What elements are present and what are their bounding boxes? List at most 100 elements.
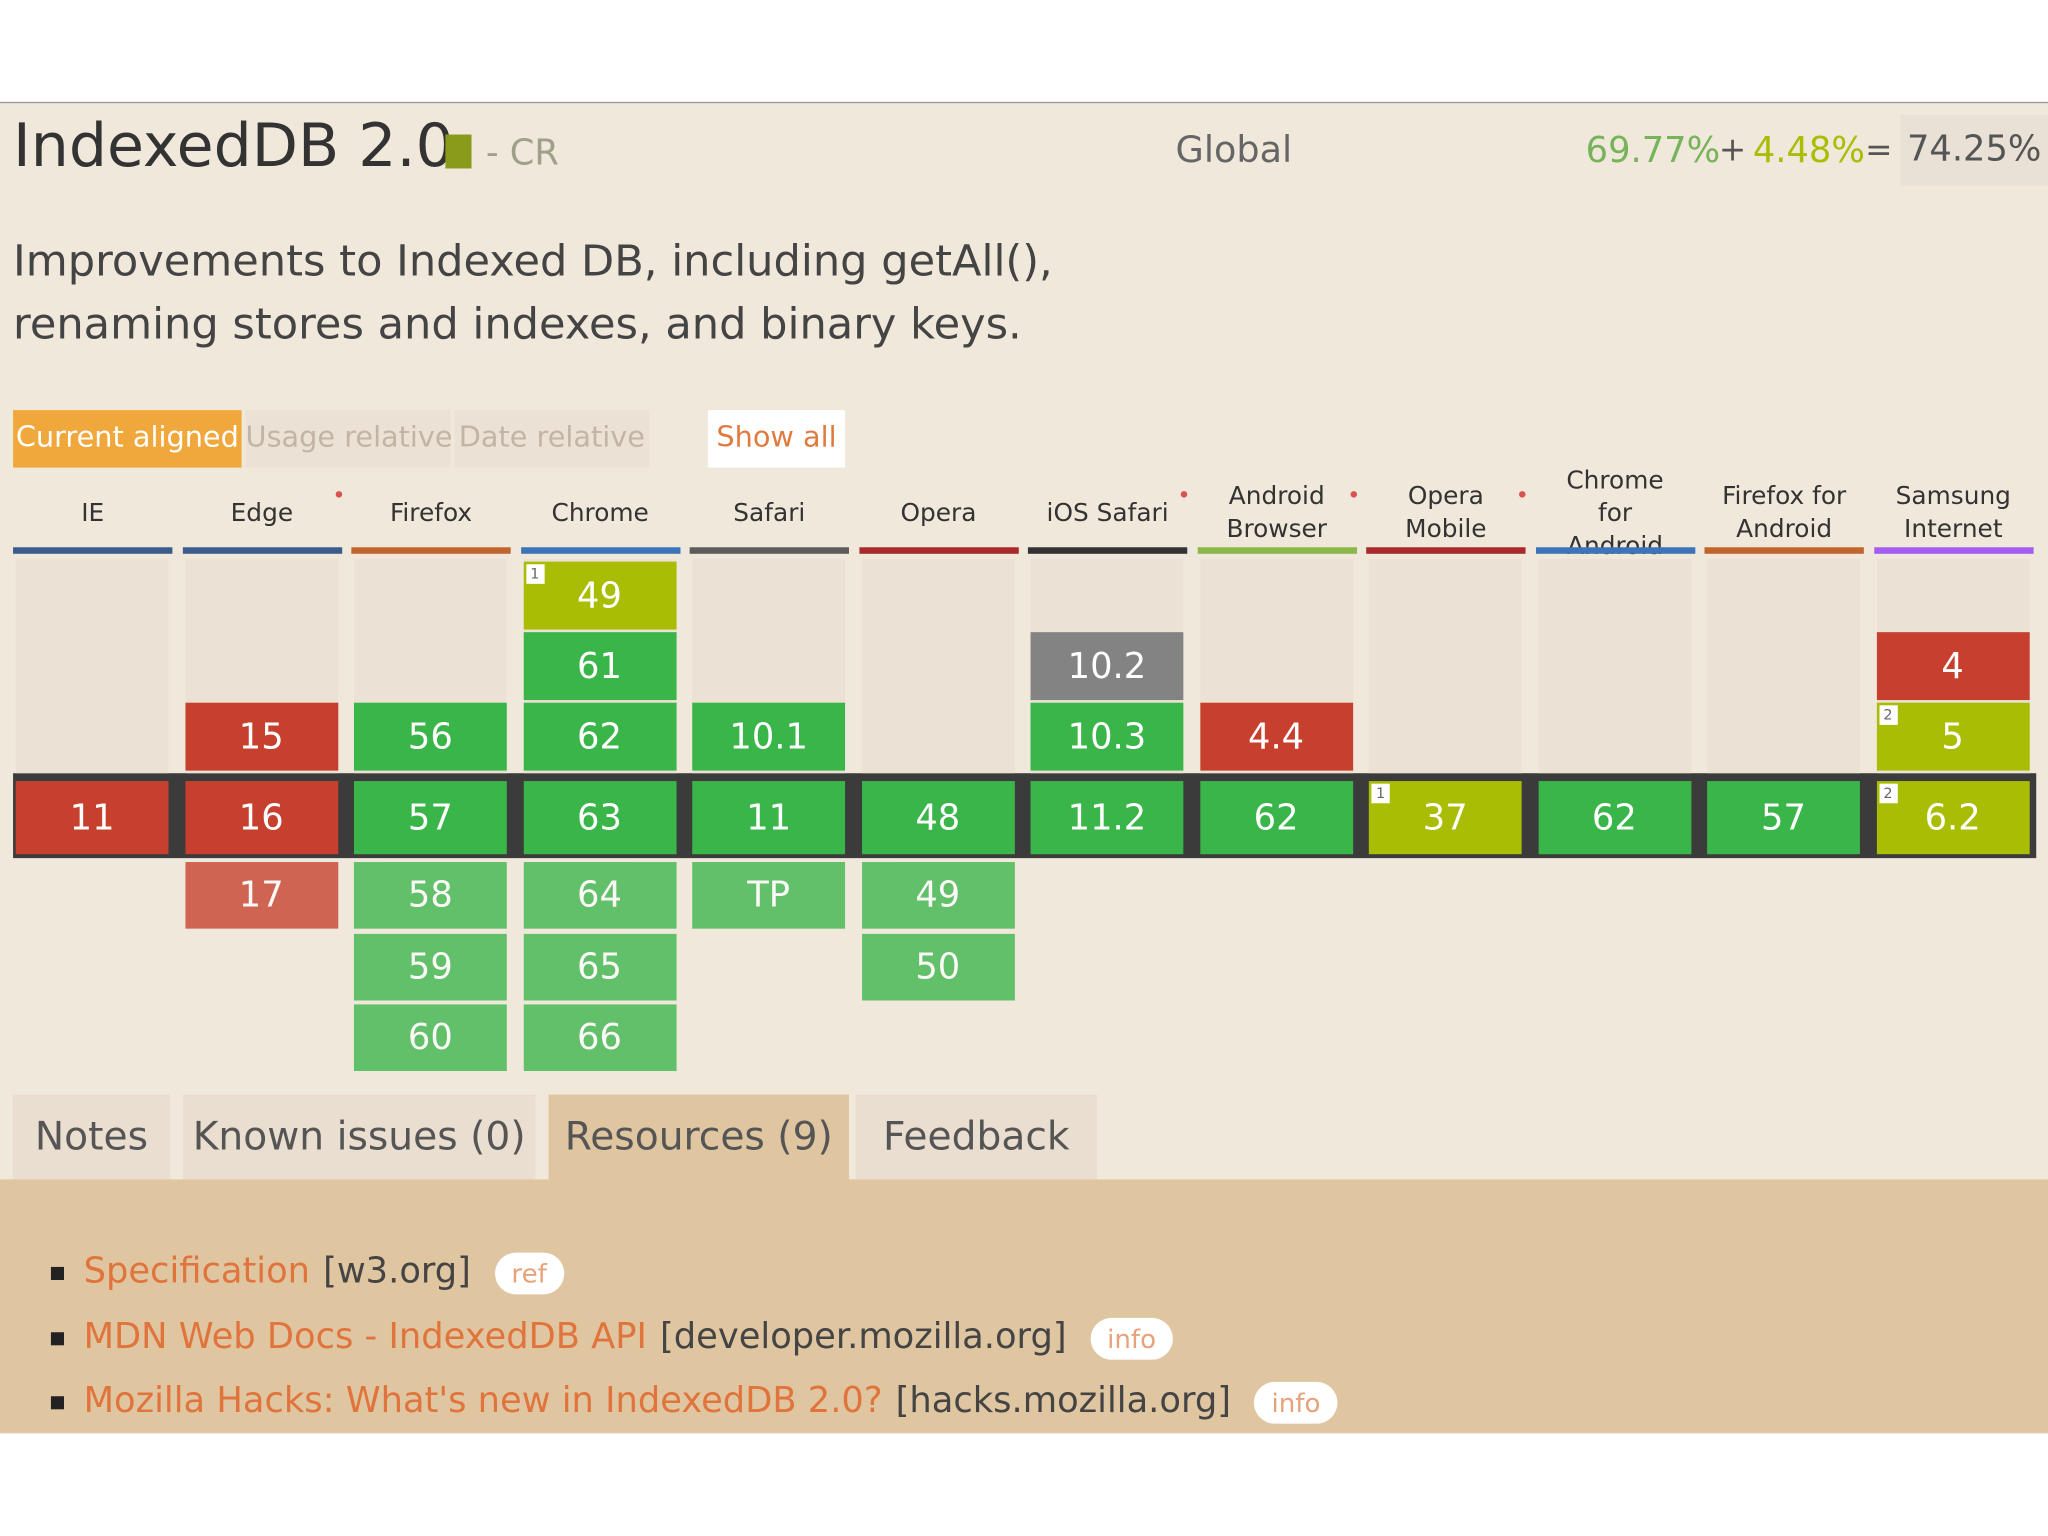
resource-badge[interactable]: ref [494, 1252, 564, 1295]
version-cell: 63 [523, 781, 676, 855]
version-cell: 65 [523, 933, 676, 1000]
browser-bar [13, 547, 173, 554]
version-cell: 17 [184, 862, 338, 929]
version-cell: 48 [861, 781, 1015, 855]
browser-name: Firefox for Android [1722, 481, 1847, 544]
browser-bar [689, 547, 849, 554]
browser-name: Edge [230, 498, 294, 528]
past-column [861, 559, 1015, 774]
section-tab[interactable]: Feedback [855, 1094, 1098, 1180]
resource-link[interactable]: Mozilla Hacks: What's new in IndexedDB 2… [83, 1380, 883, 1422]
resource-badge[interactable]: info [1254, 1381, 1338, 1424]
version-cell: 59 [353, 933, 507, 1000]
view-tab[interactable]: Usage relative [245, 410, 453, 468]
version-cell: 56 [353, 702, 507, 771]
browser-name: Opera Mobile [1405, 481, 1487, 544]
version-cell: 11.2 [1030, 781, 1184, 855]
version-cell: 61 [523, 632, 676, 701]
resource-link[interactable]: Specification [83, 1251, 311, 1292]
note-number: 1 [525, 564, 544, 584]
title: IndexedDB 2.0 [13, 109, 454, 181]
version-cell: 4 [1876, 632, 2030, 701]
past-column [15, 559, 169, 774]
version-cell: 57 [1707, 781, 1860, 855]
show-all-button[interactable]: Show all [707, 410, 846, 468]
browser-bar [351, 547, 511, 554]
browser-name: Firefox [389, 498, 473, 528]
resource-link[interactable]: MDN Web Docs - IndexedDB API [83, 1315, 647, 1357]
past-column [1537, 559, 1691, 774]
version-cell: 11 [15, 781, 169, 855]
usage-total: 74.25% [1900, 114, 2048, 186]
section-tab[interactable]: Known issues (0) [182, 1094, 536, 1180]
version-cell: 49 [861, 862, 1015, 929]
version-cell: 6.2 2 [1876, 781, 2030, 855]
resource-site: [developer.mozilla.org] [659, 1315, 1067, 1357]
browser-bar [1535, 547, 1695, 554]
view-tab[interactable]: Current aligned [13, 410, 242, 468]
browser-name: Android Browser [1226, 481, 1328, 544]
version-cell: 10.3 [1030, 702, 1184, 771]
resource-site: [hacks.mozilla.org] [895, 1380, 1231, 1422]
current-row [13, 773, 2037, 859]
note-number: 2 [1878, 705, 1898, 725]
version-cell: 60 [353, 1004, 507, 1072]
version-cell: TP [692, 862, 846, 929]
past-column [1707, 559, 1860, 774]
prefix-marker [1180, 491, 1188, 498]
resource-site: [w3.org] [323, 1251, 471, 1292]
browser-bar [182, 547, 342, 554]
version-cell: 49 1 [523, 561, 676, 630]
bullet [50, 1396, 64, 1410]
status: - CR [485, 133, 559, 174]
version-cell: 16 [184, 781, 338, 855]
browser-bar [1873, 547, 2033, 554]
prefix-marker [1519, 491, 1526, 498]
note-number: 1 [1371, 783, 1390, 804]
prefix-marker [1349, 491, 1357, 498]
version-cell: 11 [692, 781, 846, 855]
browser-bar [1197, 547, 1357, 554]
browser-name: Opera [900, 498, 977, 528]
resource-badge[interactable]: info [1090, 1317, 1174, 1360]
browser-bar [1704, 547, 1864, 554]
version-cell: 57 [353, 781, 507, 855]
browser-bar [858, 547, 1019, 554]
version-cell: 10.1 [692, 702, 846, 771]
version-cell: 66 [523, 1004, 676, 1072]
equals: = [1865, 130, 1893, 169]
version-cell: 37 1 [1368, 781, 1522, 855]
view-tab[interactable]: Date relative [454, 410, 650, 468]
description: Improvements to Indexed DB, including ge… [13, 235, 1053, 349]
bullet [50, 1266, 64, 1280]
browser-name: Chrome for Android [1566, 465, 1664, 560]
browser-name: Chrome [551, 498, 649, 528]
section-tab[interactable]: Notes [13, 1094, 170, 1180]
version-cell: 58 [353, 862, 507, 929]
browser-name: IE [81, 498, 105, 528]
plus: + [1718, 130, 1747, 169]
section-tab[interactable]: Resources (9) [548, 1094, 849, 1180]
version-cell: 64 [523, 862, 676, 929]
version-cell: 4.4 [1199, 702, 1353, 771]
bullet [50, 1331, 64, 1345]
browser-bar [1366, 547, 1526, 554]
version-cell: 62 [1537, 781, 1691, 855]
past-column [1368, 559, 1522, 774]
version-cell: 62 [523, 702, 676, 771]
note-number: 2 [1878, 783, 1898, 804]
version-cell: 10.2 [1030, 632, 1184, 701]
version-cell: 62 [1199, 781, 1353, 855]
browser-bar [1027, 547, 1188, 554]
version-cell: 50 [861, 933, 1015, 1000]
version-cell: 15 [184, 702, 338, 771]
spec-icon [445, 134, 472, 169]
region: Global [1175, 127, 1293, 172]
browser-bar [520, 547, 680, 554]
browser-name: Safari [733, 498, 806, 528]
usage-full: 69.77% [1585, 130, 1721, 172]
browser-name: Samsung Internet [1895, 481, 2011, 544]
browser-name: iOS Safari [1046, 498, 1169, 528]
